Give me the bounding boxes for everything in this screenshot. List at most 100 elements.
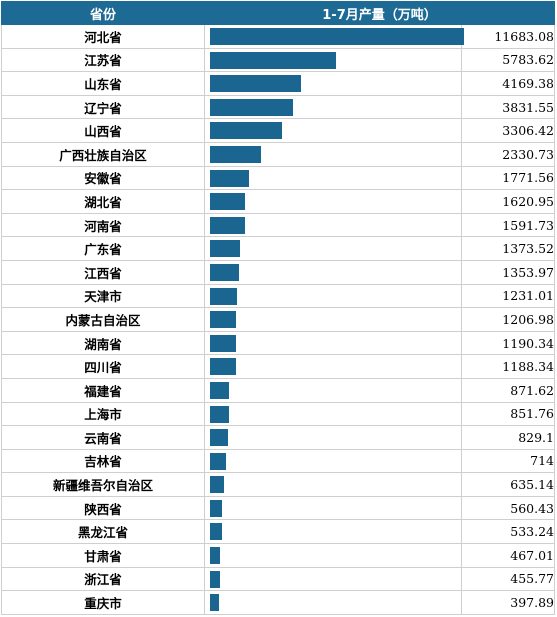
category-label: 江苏省 xyxy=(1,47,205,73)
bar-cell xyxy=(204,71,462,96)
category-label: 河北省 xyxy=(1,24,205,49)
bar xyxy=(210,499,223,517)
bar-cell xyxy=(204,566,462,592)
bar xyxy=(210,452,226,470)
category-label: 云南省 xyxy=(1,425,205,450)
bar-cell xyxy=(204,283,462,309)
table-row: 吉林省 714 xyxy=(1,448,555,474)
bar xyxy=(210,287,237,305)
category-label: 湖南省 xyxy=(1,330,205,356)
category-label: 甘肃省 xyxy=(1,543,205,568)
value-label: 1353.97 xyxy=(461,259,555,285)
table-row: 甘肃省 467.01 xyxy=(1,543,555,568)
value-label: 1373.52 xyxy=(461,236,555,261)
bar-cell xyxy=(204,377,462,403)
bar xyxy=(210,334,236,352)
bar xyxy=(210,405,229,423)
table-row: 四川省 1188.34 xyxy=(1,354,555,379)
category-label: 上海市 xyxy=(1,401,205,427)
category-label: 黑龙江省 xyxy=(1,519,205,545)
category-label: 四川省 xyxy=(1,354,205,379)
value-label: 1190.34 xyxy=(461,330,555,356)
table-row: 云南省 829.1 xyxy=(1,425,555,450)
value-label: 1231.01 xyxy=(461,283,555,309)
category-label: 福建省 xyxy=(1,377,205,403)
value-label: 4169.38 xyxy=(461,71,555,96)
value-label: 871.62 xyxy=(461,377,555,403)
value-label: 1188.34 xyxy=(461,354,555,379)
bar xyxy=(210,98,294,116)
bar-cell xyxy=(204,448,462,474)
table-row: 江苏省 5783.62 xyxy=(1,47,555,73)
bar xyxy=(210,570,220,588)
table-row: 上海市 851.76 xyxy=(1,401,555,427)
value-label: 397.89 xyxy=(461,590,555,615)
category-label: 安徽省 xyxy=(1,165,205,191)
table-row: 陕西省 560.43 xyxy=(1,495,555,521)
category-label: 内蒙古自治区 xyxy=(1,307,205,332)
bar xyxy=(210,381,229,399)
bar-cell xyxy=(204,189,462,214)
bar-cell xyxy=(204,47,462,73)
value-label: 11683.08 xyxy=(461,24,555,49)
value-label: 3831.55 xyxy=(461,94,555,120)
bar-cell xyxy=(204,236,462,261)
bar xyxy=(210,429,229,447)
value-label: 533.24 xyxy=(461,519,555,545)
table-row: 湖北省 1620.95 xyxy=(1,189,555,214)
category-label: 山西省 xyxy=(1,118,205,143)
category-label: 广东省 xyxy=(1,236,205,261)
bar xyxy=(210,122,282,140)
bar-cell xyxy=(204,212,462,238)
table-row: 浙江省 455.77 xyxy=(1,566,555,592)
bar-cell xyxy=(204,307,462,332)
category-label: 山东省 xyxy=(1,71,205,96)
bar-cell xyxy=(204,165,462,191)
bar xyxy=(210,311,237,329)
value-label: 635.14 xyxy=(461,472,555,497)
category-label: 吉林省 xyxy=(1,448,205,474)
table-body: 河北省 11683.08 江苏省 5783.62 山东省 4169.38 辽宁省 3831.5… xyxy=(1,24,555,615)
bar xyxy=(210,547,221,565)
bar-cell xyxy=(204,495,462,521)
table-row: 河南省 1591.73 xyxy=(1,212,555,238)
bar xyxy=(210,145,261,163)
bar xyxy=(210,51,336,69)
value-label: 851.76 xyxy=(461,401,555,427)
header-row: 省份 1-7月产量（万吨） xyxy=(1,1,555,25)
value-label: 3306.42 xyxy=(461,118,555,143)
category-label: 浙江省 xyxy=(1,566,205,592)
bar-cell xyxy=(204,590,462,615)
bar xyxy=(210,358,236,376)
bar xyxy=(210,216,245,234)
table-row: 河北省 11683.08 xyxy=(1,24,555,49)
category-label: 重庆市 xyxy=(1,590,205,615)
table-row: 山西省 3306.42 xyxy=(1,118,555,143)
category-label: 新疆维吾尔自治区 xyxy=(1,472,205,497)
value-label: 829.1 xyxy=(461,425,555,450)
value-label: 2330.73 xyxy=(461,141,555,167)
table-row: 湖南省 1190.34 xyxy=(1,330,555,356)
bar-cell xyxy=(204,519,462,545)
bar-cell xyxy=(204,118,462,143)
table-row: 重庆市 397.89 xyxy=(1,590,555,615)
bar-cell xyxy=(204,401,462,427)
value-label: 1206.98 xyxy=(461,307,555,332)
bar-cell xyxy=(204,472,462,497)
bar-cell xyxy=(204,425,462,450)
table-row: 内蒙古自治区 1206.98 xyxy=(1,307,555,332)
value-label: 467.01 xyxy=(461,543,555,568)
bar xyxy=(210,193,246,211)
table-row: 安徽省 1771.56 xyxy=(1,165,555,191)
table-row: 新疆维吾尔自治区 635.14 xyxy=(1,472,555,497)
table-row: 广东省 1373.52 xyxy=(1,236,555,261)
value-label: 1620.95 xyxy=(461,189,555,214)
table-row: 福建省 871.62 xyxy=(1,377,555,403)
value-label: 455.77 xyxy=(461,566,555,592)
bar-cell xyxy=(204,94,462,120)
value-label: 560.43 xyxy=(461,495,555,521)
category-label: 天津市 xyxy=(1,283,205,309)
category-label: 广西壮族自治区 xyxy=(1,141,205,167)
category-label: 辽宁省 xyxy=(1,94,205,120)
